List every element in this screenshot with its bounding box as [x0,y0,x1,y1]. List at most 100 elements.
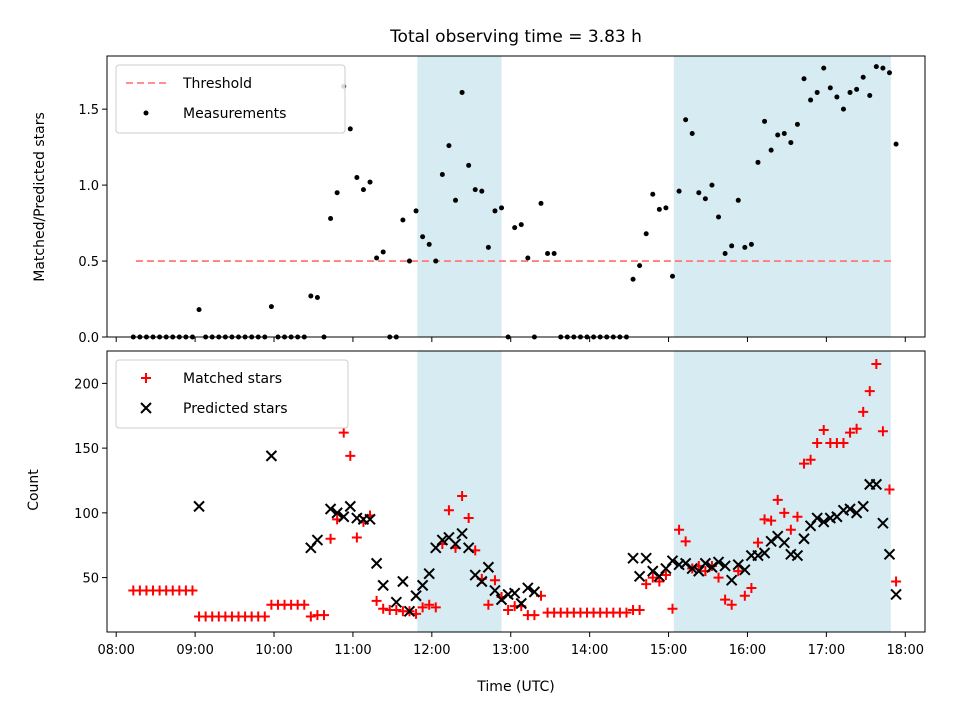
top-measurements-point [360,187,366,193]
top-measurements-point [716,214,722,220]
bottom-predicted-stars-point [476,575,488,588]
bottom-y-tick-label: 150 [74,442,99,457]
top-measurements-point [439,171,445,177]
bottom-matched-stars-point [752,537,763,548]
bottom-predicted-stars-point [508,587,521,599]
bottom-matched-stars-point [378,603,389,614]
bottom-predicted-stars-point [515,597,527,610]
top-measurements-point [466,162,472,168]
bottom-matched-stars-point [851,423,862,434]
bottom-matched-stars-point [641,579,652,590]
bottom-matched-stars-point [299,599,310,610]
bottom-predicted-stars-point [489,584,501,597]
bottom-matched-stars-point [746,582,757,593]
bottom-legend-box [115,359,349,429]
bottom-matched-stars-point [325,533,336,544]
bottom-predicted-stars-point [311,534,324,546]
top-measurements-point [656,206,662,212]
top-measurements-point [847,89,853,95]
bottom-matched-stars-point [799,458,810,469]
top-measurements-point [669,273,675,279]
legend-label: Matched stars [183,371,282,387]
x-tick-label: 11:00 [334,643,371,658]
bottom-matched-stars-point [779,507,790,518]
top-measurements-point [748,241,754,247]
bottom-matched-stars-point [818,424,829,435]
bottom-predicted-stars-point [686,562,698,575]
top-measurements-point [880,65,886,71]
top-measurements-point [545,250,551,256]
top-measurements-point [499,205,505,211]
top-measurements-point [420,234,426,240]
bottom-matched-stars-point [877,426,888,437]
top-measurements-point [735,197,741,203]
top-measurements-point [459,89,465,95]
legend-predicted-swatch [140,402,152,414]
top-observing-span-0 [417,56,502,337]
bottom-predicted-stars-point [331,507,343,519]
bottom-matched-stars-point [680,536,691,547]
chart-title: Total observing time = 3.83 h [389,27,642,47]
bottom-predicted-stars-point [449,538,462,550]
top-measurements-point [426,241,432,247]
bottom-predicted-stars-point [844,503,856,515]
top-measurements-point [775,132,781,138]
bottom-predicted-stars-point [640,552,652,564]
top-measurements-point [413,208,419,214]
bottom-matched-stars-point [674,524,685,535]
bottom-predicted-stars-point [719,560,731,572]
bottom-matched-stars-point [351,532,362,543]
bottom-predicted-stars-point [791,549,804,562]
bottom-predicted-stars-point [883,548,896,561]
x-tick-label: 12:00 [413,643,450,658]
bottom-matched-stars-point [417,602,428,613]
top-measurements-point [453,197,459,203]
bottom-matched-stars-point [733,566,744,577]
x-tick-label: 08:00 [97,643,134,658]
bottom-matched-stars-point [713,572,724,583]
top-measurements-point [367,179,373,185]
bottom-matched-stars-point [858,406,869,417]
top-measurements-point [485,244,491,250]
top-measurements-point [755,159,761,165]
bottom-predicted-stars-point [633,570,646,583]
bottom-predicted-stars-point [725,574,738,586]
bottom-predicted-stars-point [482,561,495,573]
top-measurements-point [446,143,452,149]
bottom-predicted-stars-point [870,478,883,491]
x-axis-label: Time (UTC) [476,679,554,695]
bottom-y-tick-label: 100 [74,507,99,522]
legend-matched-swatch [141,373,151,383]
bottom-predicted-stars-point [778,536,790,549]
top-measurements-point [406,258,412,264]
legend-label: Predicted stars [183,401,288,417]
bottom-predicted-stars-point [739,564,751,576]
bottom-predicted-stars-point [416,579,429,592]
bottom-matched-stars-point [838,437,849,448]
top-y-tick-label: 0.0 [78,331,99,346]
bottom-predicted-stars-point [370,557,383,570]
top-measurements-point [637,263,643,269]
bottom-matched-stars-point [891,576,902,587]
top-measurements-point [268,304,274,310]
top-measurements-point [689,130,695,136]
top-measurements-point [794,121,800,127]
bottom-predicted-stars-point [193,500,205,513]
top-measurements-point [512,225,518,231]
top-y-tick-label: 0.5 [78,255,99,270]
bottom-matched-stars-point [871,358,882,369]
top-measurements-point [801,76,807,82]
bottom-predicted-stars-point [338,511,350,523]
legend-label: Measurements [183,106,286,122]
bottom-matched-stars-point [345,450,356,461]
top-measurements-point [334,190,340,196]
bottom-matched-stars-point [483,599,494,610]
top-measurements-point [768,147,774,153]
bottom-predicted-stars-point [522,582,534,594]
bottom-predicted-stars-point [344,500,357,513]
bottom-predicted-stars-point [528,586,541,598]
top-measurements-point [347,126,353,132]
bottom-predicted-stars-point [758,547,771,559]
bottom-predicted-stars-point [364,513,376,526]
